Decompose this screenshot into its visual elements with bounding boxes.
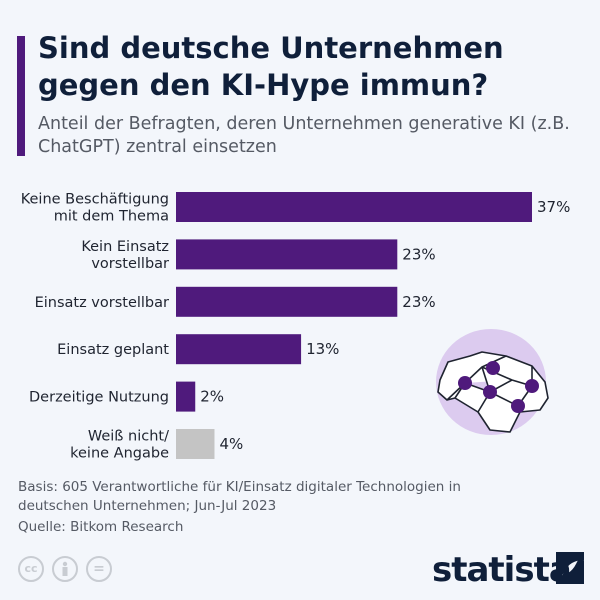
statista-logo[interactable]: statista: [432, 550, 572, 590]
bar: [176, 381, 196, 412]
category-label: Einsatz vorstellbar: [35, 295, 169, 311]
brain-node: [458, 376, 472, 390]
brain-node: [486, 361, 500, 375]
value-label: 13%: [306, 340, 339, 358]
basis-note: Basis: 605 Verantwortliche für KI/Einsat…: [18, 479, 461, 514]
category-label: Derzeitige Nutzung: [29, 390, 169, 406]
brain-node: [525, 379, 539, 393]
chart-subtitle: Anteil der Befragten, deren Unternehmen …: [38, 114, 570, 157]
category-label: Keine Beschäftigung mit dem Thema: [21, 192, 169, 225]
bar: [176, 286, 398, 317]
bar: [176, 429, 215, 459]
value-label: 4%: [219, 435, 243, 453]
brain-node: [483, 385, 497, 399]
cc-icon[interactable]: cc: [18, 556, 44, 582]
value-label: 23%: [402, 245, 435, 263]
source-note: Quelle: Bitkom Research: [18, 519, 184, 535]
brain-node: [511, 399, 525, 413]
value-label: 37%: [537, 198, 570, 216]
value-label: 23%: [402, 293, 435, 311]
brain-illustration: [436, 329, 549, 435]
value-label: 2%: [200, 388, 224, 406]
nd-icon[interactable]: =: [86, 556, 112, 582]
bar: [176, 192, 532, 222]
bar: [176, 239, 398, 270]
category-label: Einsatz geplant: [57, 342, 169, 358]
title-accent-bar: [17, 36, 25, 156]
by-icon[interactable]: [52, 556, 78, 582]
chart-title: Sind deutsche Unternehmen gegen den KI-H…: [38, 31, 504, 102]
bar: [176, 334, 302, 365]
category-label: Weiß nicht/keine Angabe: [70, 429, 169, 462]
category-label: Kein Einsatz vorstellbar: [81, 239, 169, 272]
